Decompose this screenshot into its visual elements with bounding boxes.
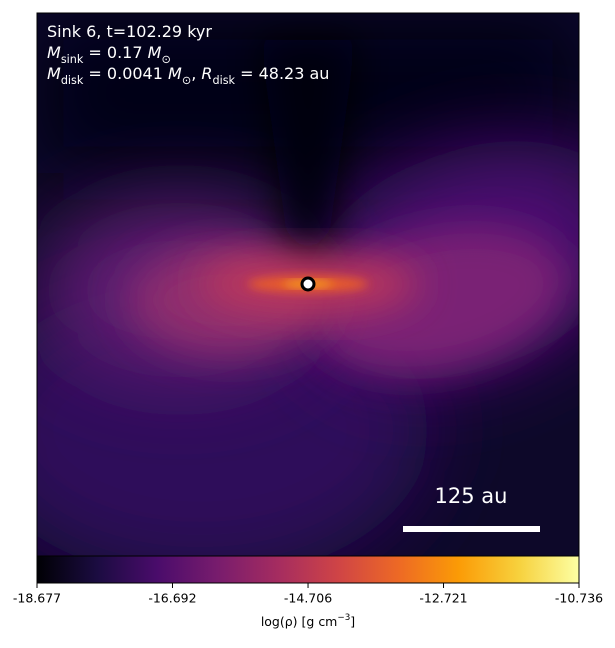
text-piece: log(ρ) [g cm xyxy=(261,614,338,629)
tick-label: -14.706 xyxy=(284,591,332,606)
scale-bar xyxy=(403,526,540,532)
text-piece: M xyxy=(148,43,162,62)
text-piece: , xyxy=(191,64,201,83)
tick-label: -12.721 xyxy=(419,591,467,606)
text-piece: = 0.0041 xyxy=(83,64,168,83)
text-piece: = 48.23 au xyxy=(235,64,329,83)
text-piece: Sink 6, t=102.29 kyr xyxy=(47,22,212,41)
rich-text: log(ρ) [g cm−3] xyxy=(261,613,355,629)
text-piece: ] xyxy=(350,614,355,629)
rich-text: Mdisk = 0.0041 M⊙, Rdisk = 48.23 au xyxy=(47,64,329,87)
rich-text: Msink = 0.17 M⊙ xyxy=(47,43,171,66)
text-piece: sink xyxy=(61,53,84,66)
text-piece: ⊙ xyxy=(182,74,191,87)
text-piece: disk xyxy=(61,74,84,87)
text-piece: ⊙ xyxy=(161,53,170,66)
rich-text: Sink 6, t=102.29 kyr xyxy=(47,22,212,41)
text-piece: −3 xyxy=(337,613,350,623)
colorbar xyxy=(36,555,580,584)
tick-label: -10.736 xyxy=(555,591,603,606)
text-piece: R xyxy=(201,64,212,83)
tick-label: -16.692 xyxy=(148,591,196,606)
density-image: 125 au xyxy=(37,13,579,556)
text-piece: M xyxy=(47,43,61,62)
tick-label: -18.677 xyxy=(13,591,61,606)
text-piece: disk xyxy=(212,74,235,87)
text-piece: M xyxy=(47,64,61,83)
text-piece: = 0.17 xyxy=(83,43,147,62)
text-piece: M xyxy=(168,64,182,83)
scale-bar-label: 125 au xyxy=(435,484,508,508)
colorbar-axis: -18.677 -16.692 -14.706 -12.721 -10.736 log(ρ… xyxy=(13,583,603,629)
